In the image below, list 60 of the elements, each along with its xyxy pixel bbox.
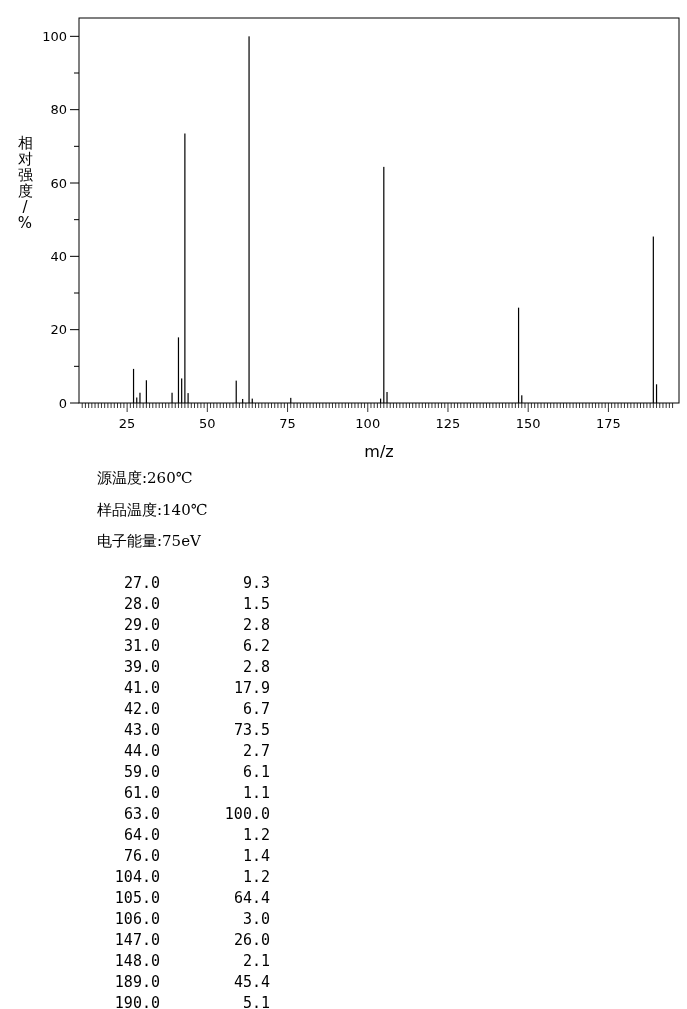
text: 1.1 xyxy=(242,784,270,802)
text: 39.0 xyxy=(123,658,160,676)
y-tick-label: 60 xyxy=(50,175,67,191)
text: 106.0 xyxy=(114,910,160,928)
text: 2.8 xyxy=(242,616,270,634)
text: 148.0 xyxy=(114,952,160,970)
text: 104.0 xyxy=(114,868,160,886)
text: 64.4 xyxy=(233,889,270,907)
text: 190.0 xyxy=(114,994,160,1009)
text: 6.2 xyxy=(242,637,270,655)
text: 1.2 xyxy=(242,826,270,844)
text: 26.0 xyxy=(233,931,270,949)
text: 100.0 xyxy=(224,805,270,823)
text: 2.1 xyxy=(242,952,270,970)
text: 42.0 xyxy=(123,700,160,718)
text: 样品温度:140℃ xyxy=(97,500,208,519)
text: 电子能量:75eV xyxy=(97,532,203,550)
x-tick-label: 25 xyxy=(118,416,136,431)
text: 29.0 xyxy=(123,616,160,634)
text: 1.5 xyxy=(242,595,270,613)
text: 59.0 xyxy=(123,763,160,781)
text: 189.0 xyxy=(114,973,160,991)
y-axis-title: 相对强度/% xyxy=(17,134,33,232)
text: 41.0 xyxy=(123,679,160,697)
text: 2.8 xyxy=(242,658,270,676)
text: 73.5 xyxy=(233,721,270,739)
text: 3.0 xyxy=(242,910,270,928)
x-tick-label: 150 xyxy=(515,416,541,431)
x-tick-label: 125 xyxy=(435,416,461,431)
x-tick-label: 100 xyxy=(355,416,381,431)
x-axis-title: m/z xyxy=(364,442,394,461)
text: 源温度:260℃ xyxy=(97,469,193,487)
text: 64.0 xyxy=(123,826,160,844)
text: 76.0 xyxy=(123,847,160,865)
y-tick-label: 20 xyxy=(50,322,67,338)
text: 9.3 xyxy=(242,574,270,592)
y-tick-label: 0 xyxy=(58,395,67,411)
text: 44.0 xyxy=(123,742,160,760)
text: 63.0 xyxy=(123,805,160,823)
x-tick-label: 175 xyxy=(596,416,621,431)
text: 2.7 xyxy=(242,742,270,760)
text: 6.7 xyxy=(242,700,270,718)
text: 5.1 xyxy=(242,994,270,1009)
text: 147.0 xyxy=(114,931,160,949)
y-tick-label: 80 xyxy=(50,102,67,118)
text: 1.4 xyxy=(242,847,270,865)
text: 27.0 xyxy=(123,574,160,592)
text: 31.0 xyxy=(123,637,160,655)
text: 6.1 xyxy=(242,763,270,781)
text: 43.0 xyxy=(123,721,160,739)
text: 1.2 xyxy=(242,868,270,886)
text: 45.4 xyxy=(233,973,270,991)
text: 61.0 xyxy=(123,784,160,802)
text: 28.0 xyxy=(123,595,160,613)
x-tick-label: 50 xyxy=(199,416,216,431)
y-tick-label: 40 xyxy=(50,248,67,264)
y-tick-label: 100 xyxy=(42,28,67,44)
x-tick-label: 75 xyxy=(279,416,296,431)
text: 105.0 xyxy=(114,889,160,907)
text: 17.9 xyxy=(233,679,270,697)
